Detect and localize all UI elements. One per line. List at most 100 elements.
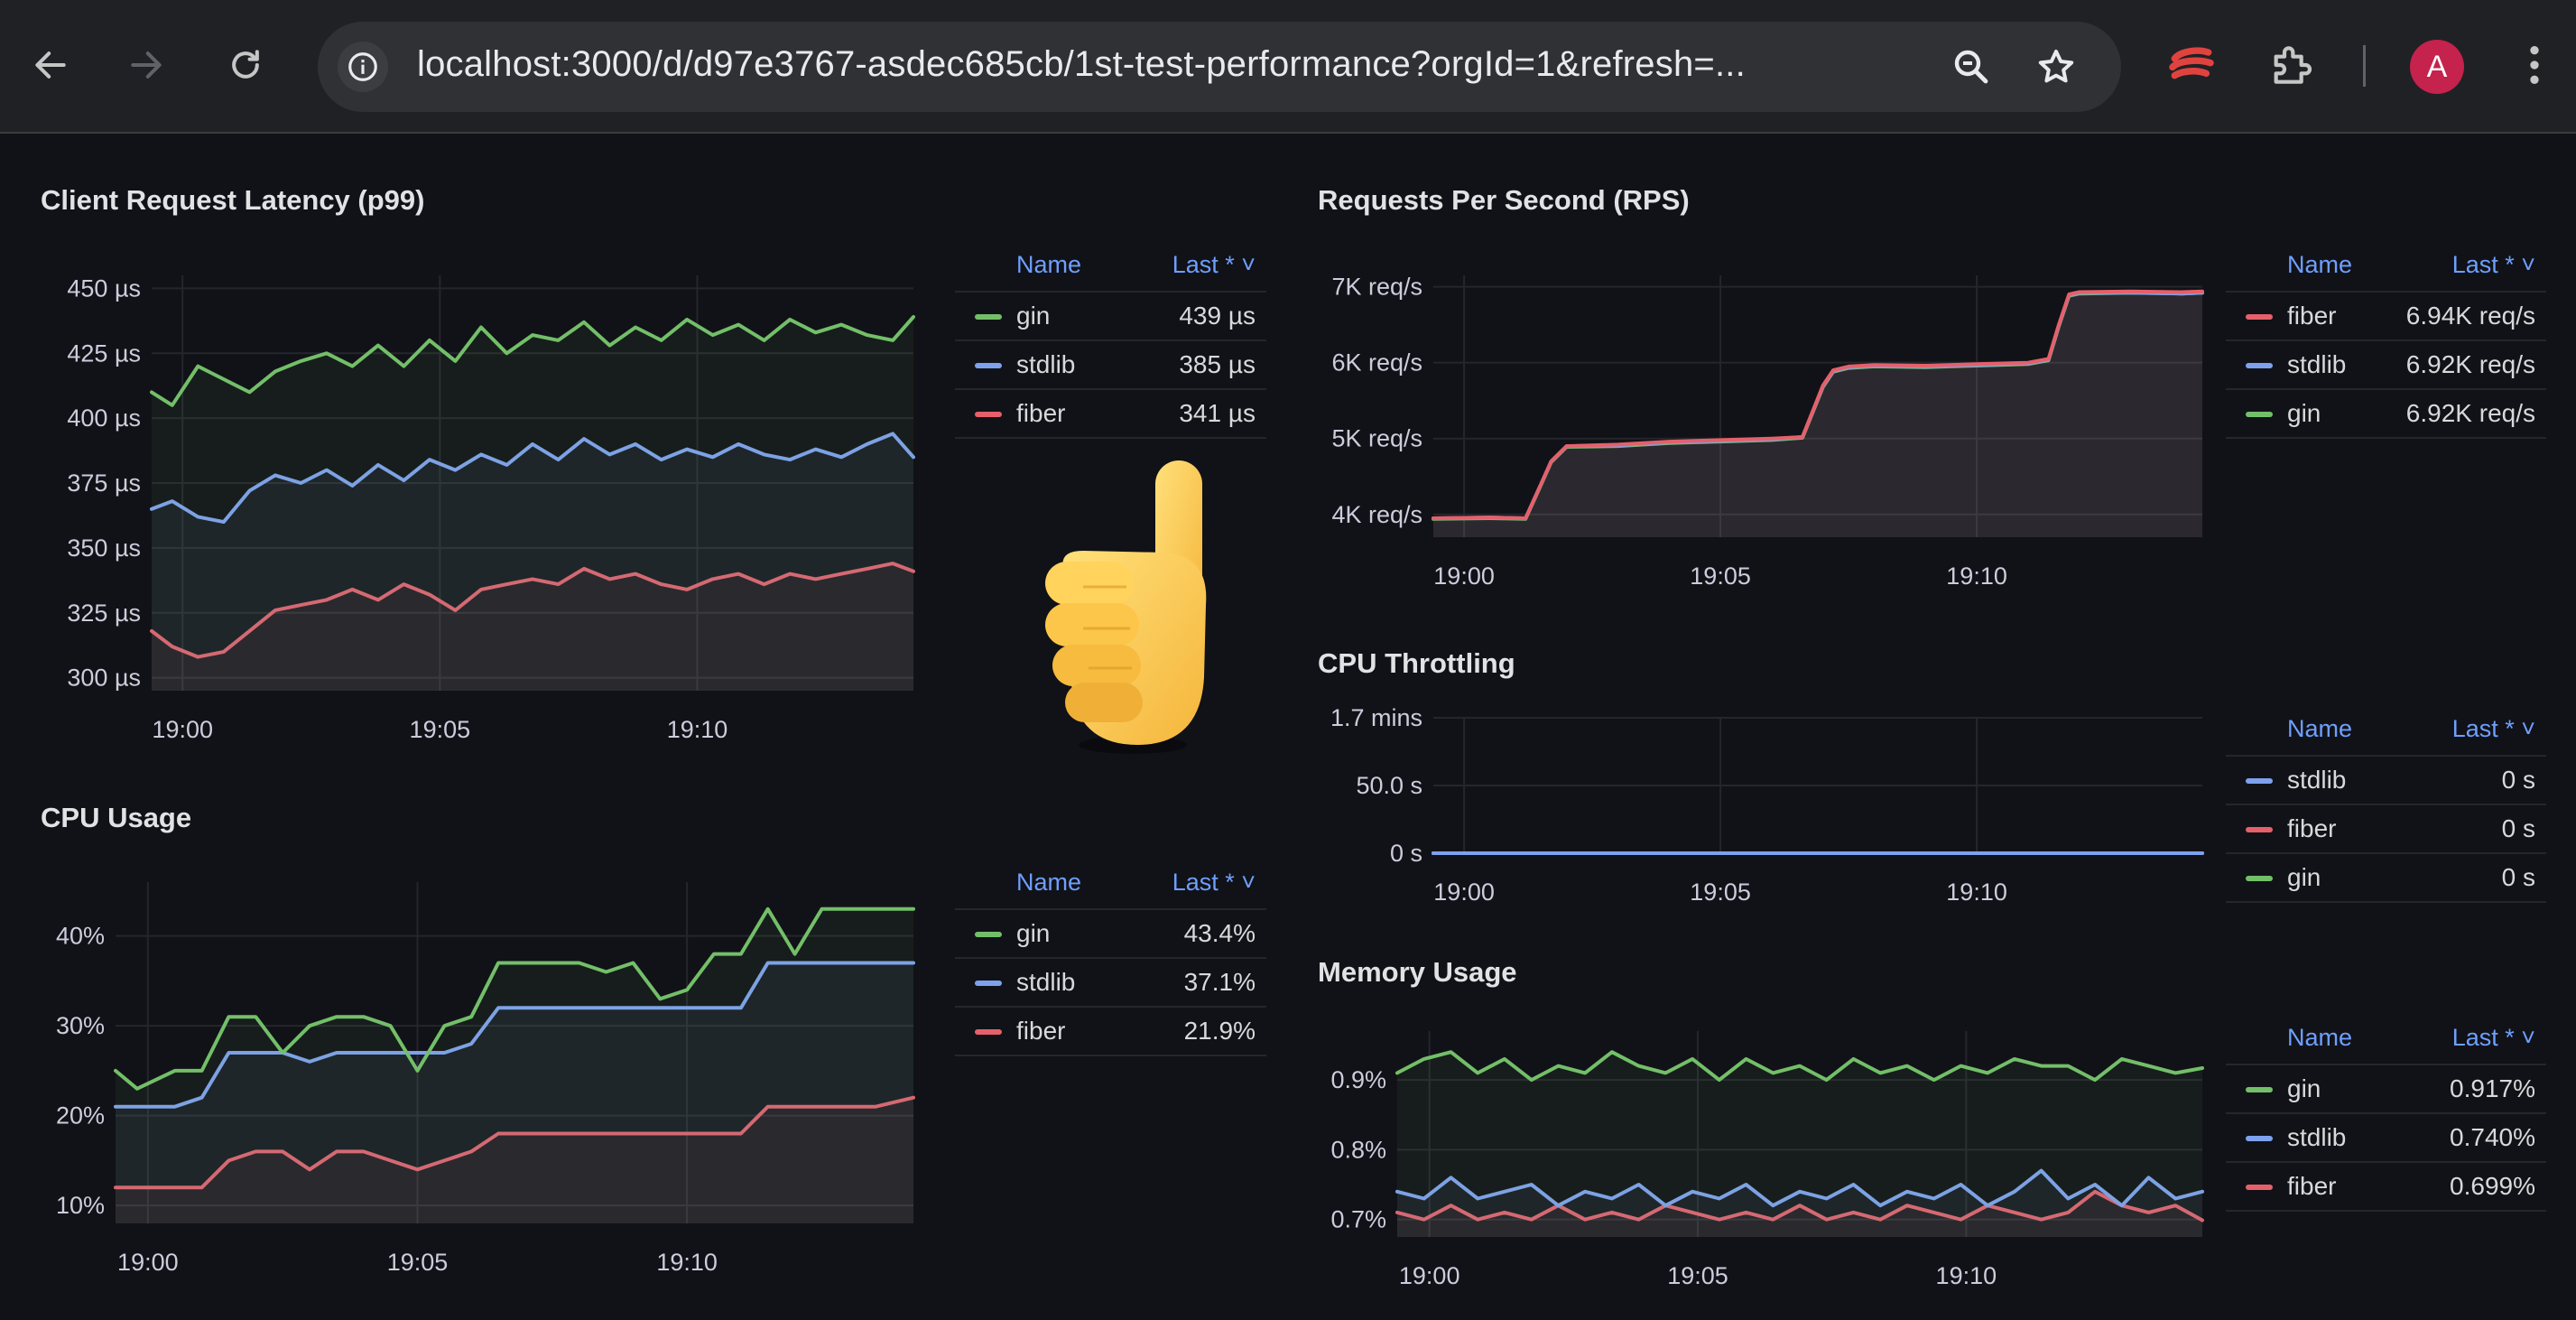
x-tick-label: 19:10 [1936, 1262, 1997, 1289]
y-tick-label: 0.9% [1330, 1066, 1386, 1093]
y-tick-label: 4K req/s [1331, 501, 1422, 528]
back-button[interactable] [22, 36, 79, 94]
series-name: fiber [2287, 814, 2337, 842]
series-name: fiber [1016, 1017, 1066, 1045]
series-area-stdlib [1433, 293, 2202, 537]
address-bar[interactable]: localhost:3000/d/d97e3767-asdec685cb/1st… [318, 22, 2121, 112]
legend-header: Name Last * ˅ [955, 861, 1266, 910]
series-line-gin [114, 906, 915, 1091]
site-info-button[interactable] [338, 42, 388, 92]
legend-header-last[interactable]: Last * ˅ [1172, 251, 1256, 278]
zoom-icon[interactable] [1950, 45, 1993, 88]
legend-row[interactable]: stdlib 0 s [2226, 757, 2546, 805]
x-tick-label: 19:10 [1946, 562, 2007, 590]
y-tick-label: 50.0 s [1356, 772, 1422, 799]
extension-app-icon[interactable] [2166, 40, 2217, 90]
y-tick-label: 300 µs [67, 665, 141, 692]
y-tick-label: 0 s [1390, 840, 1422, 867]
legend-row[interactable]: gin 0 s [2226, 854, 2546, 903]
forward-arrow-icon [131, 51, 162, 79]
legend-row[interactable]: fiber 6.94K req/s [2226, 293, 2546, 341]
series-swatch [2246, 1087, 2273, 1092]
series-swatch [975, 412, 1002, 417]
browser-toolbar: localhost:3000/d/d97e3767-asdec685cb/1st… [0, 0, 2576, 134]
legend-row[interactable]: gin 43.4% [955, 910, 1266, 959]
x-tick-label: 19:05 [410, 716, 471, 743]
legend-header: Name Last * ˅ [2226, 708, 2546, 757]
x-tick-label: 19:00 [1433, 878, 1495, 906]
y-tick-label: 0.8% [1330, 1136, 1386, 1163]
forward-button[interactable] [117, 36, 175, 94]
series-swatch [2246, 778, 2273, 784]
avatar[interactable]: A [2410, 40, 2464, 94]
legend-header-last[interactable]: Last * ˅ [1172, 869, 1256, 896]
series-last-value: 341 µs [1179, 399, 1256, 427]
legend-header: Name Last * ˅ [955, 244, 1266, 293]
legend-row[interactable]: fiber 21.9% [955, 1008, 1266, 1056]
x-tick-label: 19:00 [152, 716, 213, 743]
x-tick-label: 19:05 [1690, 878, 1751, 906]
panel-title-latency: Client Request Latency (p99) [41, 184, 425, 216]
series-name: stdlib [1016, 350, 1076, 378]
y-tick-label: 40% [56, 923, 105, 950]
legend-row[interactable]: fiber 341 µs [955, 390, 1266, 439]
y-tick-label: 5K req/s [1331, 425, 1422, 452]
legend-header-name[interactable]: Name [2287, 251, 2353, 278]
memory-chart: 0.7% 0.8% 0.9% 19:00 19:05 19:10 [1330, 1031, 2204, 1289]
series-area-fiber [116, 1097, 913, 1223]
series-last-value: 0 s [2501, 766, 2535, 794]
series-last-value: 6.92K req/s [2405, 399, 2535, 427]
series-last-value: 439 µs [1179, 302, 1256, 330]
star-icon[interactable] [2034, 45, 2078, 88]
legend-row[interactable]: stdlib 37.1% [955, 959, 1266, 1008]
legend-row[interactable]: gin 6.92K req/s [2226, 390, 2546, 439]
legend-header-name[interactable]: Name [2287, 1024, 2353, 1051]
series-name: stdlib [2287, 350, 2347, 378]
series-last-value: 6.94K req/s [2405, 302, 2535, 330]
kebab-menu-icon[interactable] [2509, 40, 2560, 90]
y-tick-label: 30% [56, 1012, 105, 1039]
panel-title-rps: Requests Per Second (RPS) [1318, 184, 1690, 216]
series-last-value: 0.699% [2450, 1172, 2535, 1200]
series-name: gin [1016, 302, 1051, 330]
legend-row[interactable]: stdlib 385 µs [955, 341, 1266, 390]
y-tick-label: 350 µs [67, 535, 141, 562]
series-line-stdlib [114, 961, 915, 1109]
legend-header-name[interactable]: Name [2287, 715, 2353, 742]
legend-cpu-throttling: Name Last * ˅ stdlib 0 s fiber 0 s gin 0 s [2226, 708, 2546, 903]
y-tick-label: 7K req/s [1331, 274, 1422, 301]
y-tick-label: 0.7% [1330, 1206, 1386, 1233]
y-tick-label: 375 µs [67, 469, 141, 497]
series-last-value: 43.4% [1183, 919, 1256, 947]
legend-header-name[interactable]: Name [1016, 869, 1082, 896]
series-name: fiber [2287, 1172, 2337, 1200]
y-tick-label: 450 µs [67, 274, 141, 302]
cpu-usage-chart: 10% 20% 30% 40% 19:00 19:05 19:10 [56, 882, 915, 1276]
series-name: fiber [1016, 399, 1066, 427]
series-swatch [975, 314, 1002, 320]
legend-row[interactable]: gin 0.917% [2226, 1065, 2546, 1114]
legend-row[interactable]: stdlib 6.92K req/s [2226, 341, 2546, 390]
reload-icon [232, 50, 259, 79]
legend-header-last[interactable]: Last * ˅ [2451, 715, 2535, 742]
rps-chart: 4K req/s 5K req/s 6K req/s 7K req/s 19:00 19:… [1331, 274, 2204, 590]
x-tick-label: 19:00 [1433, 562, 1495, 590]
x-tick-label: 19:00 [1399, 1262, 1460, 1289]
legend-header-last[interactable]: Last * ˅ [2451, 251, 2535, 278]
legend-row[interactable]: stdlib 0.740% [2226, 1114, 2546, 1163]
x-tick-label: 19:05 [1690, 562, 1751, 590]
legend-header-last[interactable]: Last * ˅ [2451, 1024, 2535, 1051]
x-tick-label: 19:05 [387, 1249, 449, 1276]
url-text[interactable]: localhost:3000/d/d97e3767-asdec685cb/1st… [417, 44, 1746, 84]
reload-button[interactable] [217, 36, 274, 94]
legend-latency: Name Last * ˅ gin 439 µs stdlib 385 µs fib… [955, 244, 1266, 439]
puzzle-icon[interactable] [2266, 40, 2316, 90]
series-area-stdlib [1397, 1170, 2202, 1237]
series-line-fiber [150, 562, 915, 659]
series-area-gin [152, 317, 913, 691]
legend-row[interactable]: fiber 0.699% [2226, 1163, 2546, 1212]
legend-row[interactable]: gin 439 µs [955, 293, 1266, 341]
series-last-value: 0.740% [2450, 1123, 2535, 1151]
legend-row[interactable]: fiber 0 s [2226, 805, 2546, 854]
legend-header-name[interactable]: Name [1016, 251, 1082, 278]
